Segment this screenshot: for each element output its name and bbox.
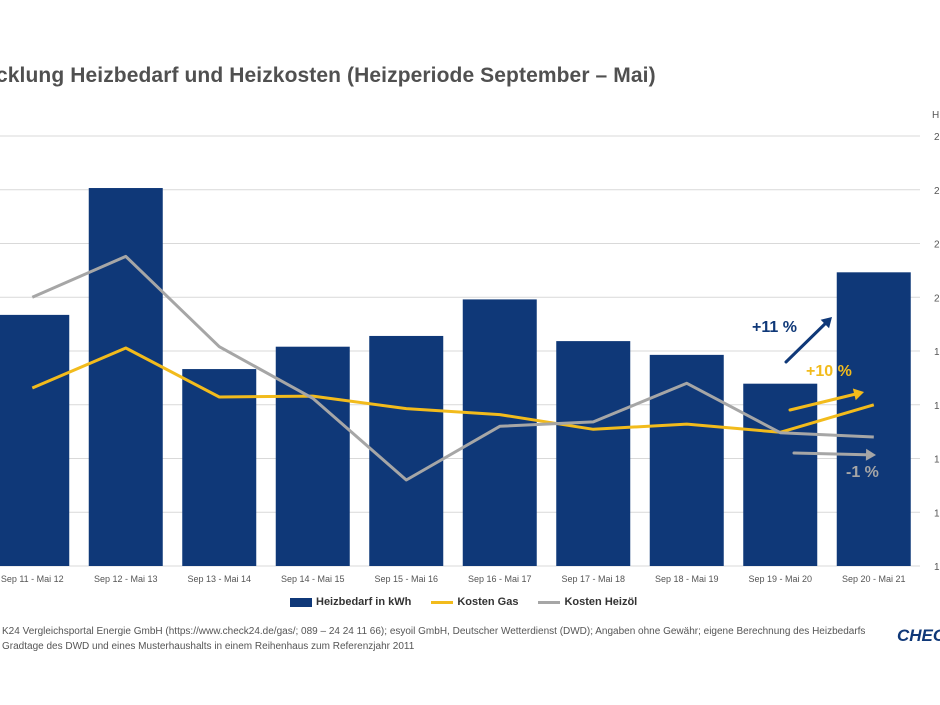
legend-label-bar: Heizbedarf in kWh <box>316 596 412 608</box>
bar-heizbedarf <box>556 341 631 566</box>
bar-heizbedarf <box>743 383 818 566</box>
right-axis-tick-label: 1 <box>934 455 940 466</box>
bar-heizbedarf <box>88 188 163 566</box>
bar-heizbedarf <box>649 354 724 566</box>
x-tick-label: Sep 15 - Mai 16 <box>374 574 438 584</box>
legend-label-oil: Kosten Heizöl <box>564 596 638 608</box>
legend-swatch-gas <box>431 600 454 604</box>
right-axis-tick-label: 2 <box>934 132 940 143</box>
x-tick-label: Sep 20 - Mai 21 <box>842 574 906 584</box>
annotation-oil-change: -1 % <box>846 464 879 481</box>
right-axis-tick-label: 2 <box>934 240 940 251</box>
bar-heizbedarf <box>369 335 444 566</box>
right-axis-tick-label: 2 <box>934 186 940 197</box>
x-tick-label: Sep 13 - Mai 14 <box>187 574 251 584</box>
bar-heizbedarf <box>0 314 70 566</box>
line-kosten-gas <box>31 346 875 434</box>
brand-logo: CHEC <box>897 626 940 645</box>
right-axis-tick-label: 1 <box>934 562 940 573</box>
x-tick-label: Sep 17 - Mai 18 <box>561 574 625 584</box>
x-tick-label: Sep 19 - Mai 20 <box>748 574 812 584</box>
legend: Heizbedarf in kWh Kosten Gas Kosten Heiz… <box>290 596 657 608</box>
legend-item-bar: Heizbedarf in kWh <box>290 596 411 608</box>
x-tick-label: Sep 16 - Mai 17 <box>468 574 532 584</box>
legend-swatch-bar <box>290 597 312 607</box>
arrow-gas-icon-shaft <box>788 392 856 412</box>
line-kosten-heizoel <box>31 254 874 482</box>
bar-heizbedarf <box>462 299 537 566</box>
source-note: K24 Vergleichsportal Energie GmbH (https… <box>2 624 902 654</box>
x-tick-label: Sep 18 - Mai 19 <box>655 574 719 584</box>
source-line-2: Gradtage des DWD und eines Musterhaushal… <box>2 641 415 652</box>
legend-item-oil: Kosten Heizöl <box>538 596 637 608</box>
right-axis-label: H <box>932 110 939 121</box>
arrow-bar-icon <box>784 317 832 364</box>
arrow-oil-icon-head <box>865 448 876 461</box>
legend-item-gas: Kosten Gas <box>431 596 518 608</box>
arrow-gas-icon <box>788 388 864 412</box>
chart-title: cklung Heizbedarf und Heizkosten (Heizpe… <box>0 64 656 87</box>
legend-swatch-oil <box>538 600 561 604</box>
right-axis-tick-label: 1 <box>934 347 940 358</box>
bar-heizbedarf <box>275 346 350 566</box>
bar-heizbedarf <box>836 272 911 566</box>
source-line-1: K24 Vergleichsportal Energie GmbH (https… <box>2 626 866 637</box>
arrow-oil-icon <box>792 448 876 461</box>
annotation-gas-change: +10 % <box>806 363 852 380</box>
right-axis-tick-label: 1 <box>934 401 940 412</box>
x-tick-label: Sep 14 - Mai 15 <box>281 574 345 584</box>
bar-heizbedarf <box>182 369 257 566</box>
x-tick-label: Sep 11 - Mai 12 <box>1 574 64 584</box>
legend-label-gas: Kosten Gas <box>457 596 519 608</box>
right-axis-tick-label: 1 <box>934 508 940 519</box>
arrow-oil-icon-shaft <box>792 451 868 457</box>
arrow-gas-icon-head <box>852 388 864 401</box>
x-tick-label: Sep 12 - Mai 13 <box>94 574 158 584</box>
arrow-bar-icon-head <box>820 317 832 329</box>
arrow-bar-icon-shaft <box>784 322 827 364</box>
right-axis-tick-label: 2 <box>934 293 940 304</box>
annotation-bar-change: +11 % <box>752 319 797 336</box>
